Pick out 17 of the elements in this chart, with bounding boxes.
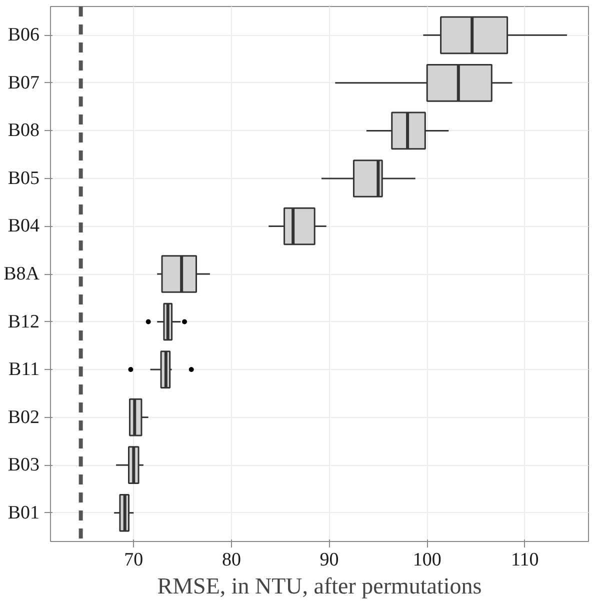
y-tick-label: B08 xyxy=(8,120,40,142)
y-tick-label: B11 xyxy=(8,359,40,380)
x-tick-label: 70 xyxy=(124,550,144,570)
y-tick-label: B06 xyxy=(8,24,40,46)
y-tick-label: B12 xyxy=(8,311,40,332)
x-tick-label: 80 xyxy=(222,550,241,570)
y-tick-label: B05 xyxy=(8,168,40,189)
x-axis-title: RMSE, in NTU, after permutations xyxy=(157,574,482,598)
x-tick-label: 100 xyxy=(412,550,442,570)
y-tick-label: B02 xyxy=(8,406,40,428)
y-tick-label: B04 xyxy=(8,216,40,237)
y-tick-label: B03 xyxy=(8,454,40,476)
x-tick-label: 110 xyxy=(511,550,539,570)
y-tick-label: B01 xyxy=(8,502,40,524)
x-tick-label: 90 xyxy=(320,550,339,570)
y-tick-label: B07 xyxy=(8,72,40,94)
y-tick-label: B8A xyxy=(4,264,40,284)
